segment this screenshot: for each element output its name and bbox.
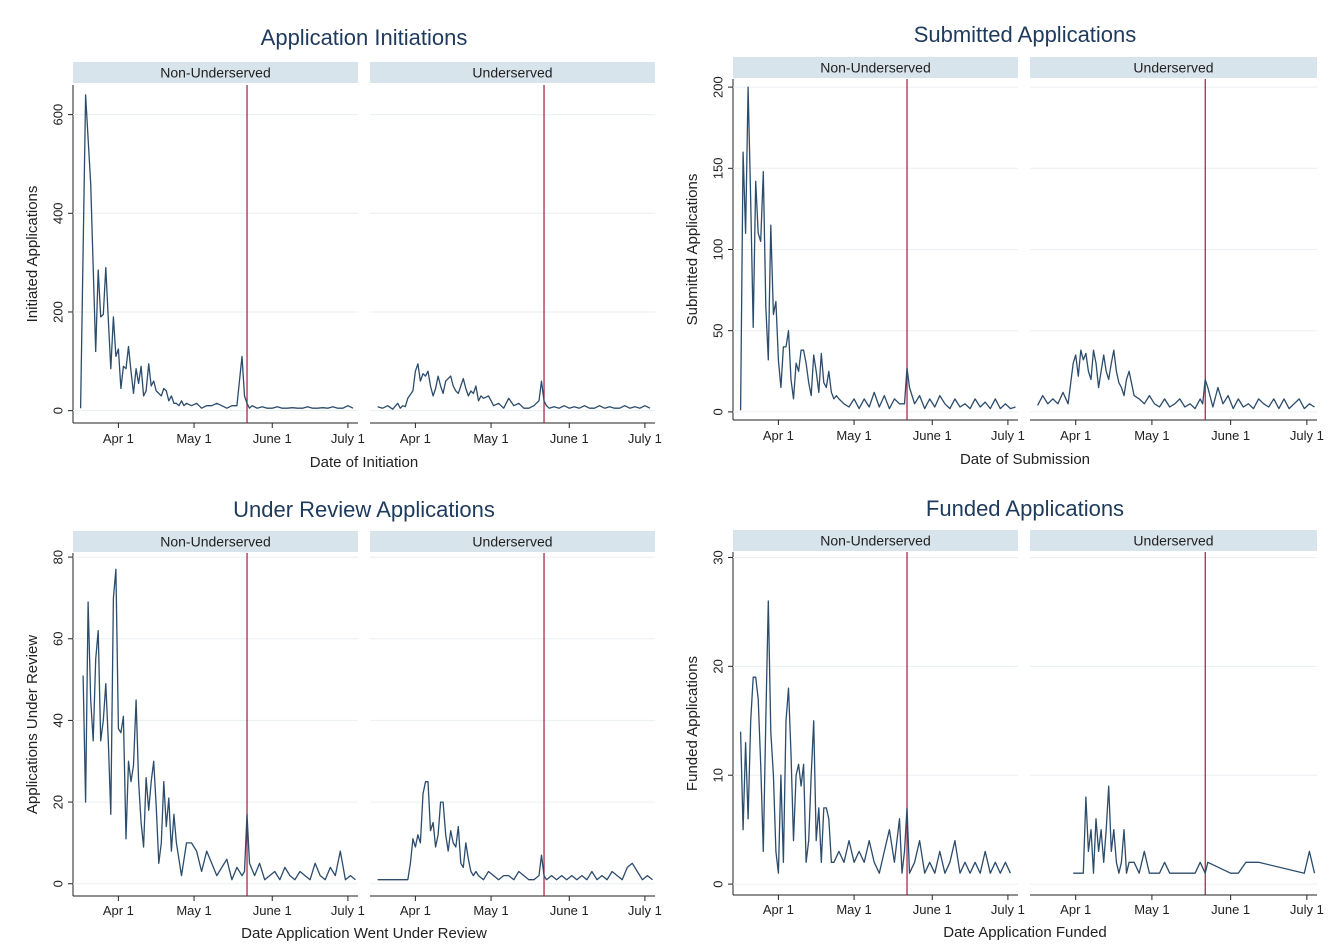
series-line: [1073, 785, 1316, 874]
series-line: [377, 781, 653, 881]
x-tick-label: July 1: [628, 431, 662, 446]
panel-label: Underserved: [1133, 60, 1213, 76]
y-tick-label: 0: [711, 408, 726, 415]
y-tick-label: 0: [51, 880, 66, 887]
series-line: [739, 86, 1016, 411]
panel-label: Non-Underserved: [820, 60, 931, 76]
x-tick-label: June 1: [253, 903, 292, 918]
series-line: [82, 568, 356, 881]
panel-label: Underserved: [472, 534, 552, 550]
y-tick-label: 80: [51, 550, 66, 564]
chart-title: Under Review Applications: [233, 497, 495, 522]
x-tick-label: May 1: [176, 431, 211, 446]
x-tick-label: June 1: [1211, 902, 1250, 917]
chart-title: Application Initiations: [261, 25, 468, 50]
panel-strip: [73, 62, 358, 83]
y-tick-label: 50: [711, 323, 726, 337]
y-axis-label: Applications Under Review: [24, 635, 41, 814]
panel-strip: [370, 62, 655, 83]
x-tick-label: July 1: [991, 428, 1025, 443]
x-tick-label: Apr 1: [763, 428, 794, 443]
x-tick-label: July 1: [331, 431, 365, 446]
panel-strip: [1030, 530, 1317, 551]
x-tick-label: May 1: [836, 428, 871, 443]
x-tick-label: June 1: [913, 428, 952, 443]
panel-strip: [370, 531, 655, 552]
x-tick-label: July 1: [1290, 428, 1324, 443]
x-tick-label: June 1: [550, 431, 589, 446]
x-tick-label: June 1: [550, 903, 589, 918]
panel-strip: [733, 530, 1018, 551]
y-tick-label: 200: [51, 301, 66, 323]
x-tick-label: Apr 1: [1060, 902, 1091, 917]
y-tick-label: 30: [711, 550, 726, 564]
panel-label: Non-Underserved: [160, 65, 271, 81]
x-tick-label: Apr 1: [103, 903, 134, 918]
x-tick-label: June 1: [913, 902, 952, 917]
y-tick-label: 200: [711, 76, 726, 98]
panel-label: Non-Underserved: [160, 534, 271, 550]
y-tick-label: 60: [51, 632, 66, 646]
x-tick-label: May 1: [473, 431, 508, 446]
y-tick-label: 150: [711, 157, 726, 179]
chart-title: Submitted Applications: [914, 22, 1137, 47]
y-tick-label: 0: [51, 407, 66, 414]
x-tick-label: May 1: [1134, 902, 1169, 917]
series-line: [79, 94, 354, 409]
y-tick-label: 20: [711, 659, 726, 673]
panel-strip: [73, 531, 358, 552]
x-tick-label: May 1: [836, 902, 871, 917]
series-line: [377, 363, 651, 410]
x-tick-label: July 1: [991, 902, 1025, 917]
y-tick-label: 600: [51, 104, 66, 126]
x-axis-label: Date of Initiation: [310, 454, 418, 471]
y-tick-label: 100: [711, 239, 726, 261]
x-tick-label: May 1: [473, 903, 508, 918]
x-tick-label: June 1: [1211, 428, 1250, 443]
x-tick-label: July 1: [1290, 902, 1324, 917]
x-axis-label: Date of Submission: [960, 451, 1090, 468]
y-tick-label: 10: [711, 768, 726, 782]
x-tick-label: July 1: [331, 903, 365, 918]
panel-strip: [1030, 57, 1317, 78]
chart-title: Funded Applications: [926, 496, 1124, 521]
x-tick-label: Apr 1: [1060, 428, 1091, 443]
y-tick-label: 400: [51, 202, 66, 224]
y-tick-label: 20: [51, 795, 66, 809]
y-axis-label: Funded Applications: [684, 656, 701, 791]
panel-label: Non-Underserved: [820, 533, 931, 549]
x-tick-label: Apr 1: [400, 431, 431, 446]
x-axis-label: Date Application Funded: [943, 924, 1106, 941]
x-tick-label: Apr 1: [763, 902, 794, 917]
y-axis-label: Initiated Applications: [24, 186, 41, 323]
y-tick-label: 40: [51, 713, 66, 727]
panel-strip: [733, 57, 1018, 78]
x-tick-label: May 1: [1134, 428, 1169, 443]
x-tick-label: July 1: [628, 903, 662, 918]
x-axis-label: Date Application Went Under Review: [241, 925, 487, 942]
panel-label: Underserved: [472, 65, 552, 81]
series-line: [1037, 349, 1315, 410]
x-tick-label: June 1: [253, 431, 292, 446]
y-axis-label: Submitted Applications: [684, 174, 701, 326]
y-tick-label: 0: [711, 880, 726, 887]
series-line: [739, 600, 1011, 874]
panel-label: Underserved: [1133, 533, 1213, 549]
x-tick-label: May 1: [176, 903, 211, 918]
x-tick-label: Apr 1: [103, 431, 134, 446]
x-tick-label: Apr 1: [400, 903, 431, 918]
